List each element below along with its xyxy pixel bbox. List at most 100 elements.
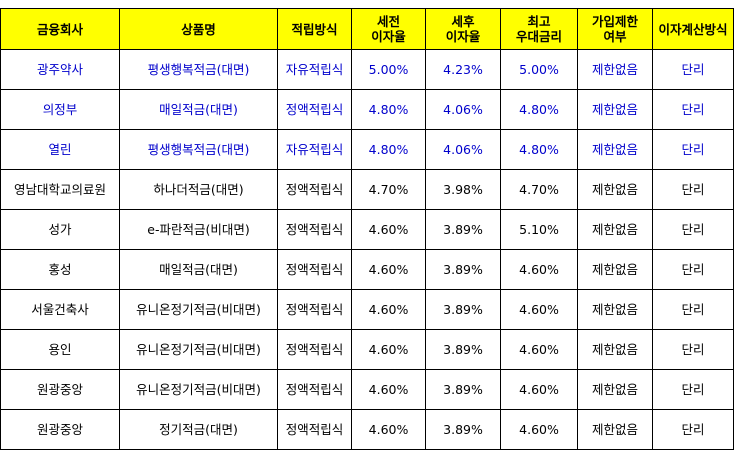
savings-rate-table: 금융회사 상품명 적립방식 세전 이자율 세후 이자율 최고 우대금리 가입제한 여부 … <box>0 8 734 450</box>
cell-restriction[interactable]: 제한없음 <box>577 169 653 210</box>
cell-interest-calc[interactable]: 단리 <box>652 369 734 410</box>
table-row[interactable]: 열린 평생행복적금(대면) 자유적립식 4.80% 4.06% 4.80% 제한없음 단리 <box>0 129 734 170</box>
cell-restriction[interactable]: 제한없음 <box>577 289 653 330</box>
cell-pre-tax[interactable]: 4.60% <box>351 289 426 330</box>
cell-restriction[interactable]: 제한없음 <box>577 129 653 170</box>
cell-company[interactable]: 성가 <box>0 209 120 250</box>
cell-pre-tax[interactable]: 4.60% <box>351 329 426 370</box>
header-row: 금융회사 상품명 적립방식 세전 이자율 세후 이자율 최고 우대금리 가입제한 여부 … <box>0 8 734 50</box>
table-row[interactable]: 서울건축사 유니온정기적금(비대면) 정액적립식 4.60% 3.89% 4.60% 제한없… <box>0 289 734 330</box>
cell-product[interactable]: 평생행복적금(대면) <box>119 129 278 170</box>
cell-interest-calc[interactable]: 단리 <box>652 49 734 90</box>
cell-pre-tax[interactable]: 4.70% <box>351 169 426 210</box>
cell-max-preferential[interactable]: 5.10% <box>500 209 578 250</box>
cell-post-tax[interactable]: 3.89% <box>425 249 501 290</box>
cell-pre-tax[interactable]: 4.60% <box>351 409 426 450</box>
cell-max-preferential[interactable]: 4.60% <box>500 289 578 330</box>
cell-company[interactable]: 홍성 <box>0 249 120 290</box>
cell-product[interactable]: 평생행복적금(대면) <box>119 49 278 90</box>
cell-method[interactable]: 정액적립식 <box>277 249 352 290</box>
cell-interest-calc[interactable]: 단리 <box>652 329 734 370</box>
cell-max-preferential[interactable]: 4.80% <box>500 89 578 130</box>
cell-method[interactable]: 정액적립식 <box>277 289 352 330</box>
cell-product[interactable]: 하나더적금(대면) <box>119 169 278 210</box>
cell-pre-tax[interactable]: 4.60% <box>351 209 426 250</box>
cell-method[interactable]: 정액적립식 <box>277 409 352 450</box>
cell-max-preferential[interactable]: 4.70% <box>500 169 578 210</box>
cell-max-preferential[interactable]: 4.60% <box>500 369 578 410</box>
cell-method[interactable]: 자유적립식 <box>277 129 352 170</box>
table-row[interactable]: 의정부 매일적금(대면) 정액적립식 4.80% 4.06% 4.80% 제한없음 단리 <box>0 89 734 130</box>
cell-company[interactable]: 용인 <box>0 329 120 370</box>
table-row[interactable]: 원광중앙 정기적금(대면) 정액적립식 4.60% 3.89% 4.60% 제한없음 단리 <box>0 409 734 450</box>
cell-company[interactable]: 열린 <box>0 129 120 170</box>
cell-interest-calc[interactable]: 단리 <box>652 409 734 450</box>
table-body: 광주약사 평생행복적금(대면) 자유적립식 5.00% 4.23% 5.00% 제한없음 단리… <box>0 49 734 450</box>
cell-product[interactable]: 유니온정기적금(비대면) <box>119 369 278 410</box>
cell-restriction[interactable]: 제한없음 <box>577 369 653 410</box>
cell-restriction[interactable]: 제한없음 <box>577 249 653 290</box>
cell-max-preferential[interactable]: 5.00% <box>500 49 578 90</box>
cell-restriction[interactable]: 제한없음 <box>577 329 653 370</box>
cell-pre-tax[interactable]: 4.60% <box>351 369 426 410</box>
cell-method[interactable]: 정액적립식 <box>277 209 352 250</box>
table-row[interactable]: 홍성 매일적금(대면) 정액적립식 4.60% 3.89% 4.60% 제한없음 단리 <box>0 249 734 290</box>
cell-post-tax[interactable]: 3.98% <box>425 169 501 210</box>
cell-restriction[interactable]: 제한없음 <box>577 409 653 450</box>
table-row[interactable]: 원광중앙 유니온정기적금(비대면) 정액적립식 4.60% 3.89% 4.60% 제한없음… <box>0 369 734 410</box>
table-row[interactable]: 성가 e-파란적금(비대면) 정액적립식 4.60% 3.89% 5.10% 제한없음 단리 <box>0 209 734 250</box>
cell-post-tax[interactable]: 3.89% <box>425 209 501 250</box>
cell-method[interactable]: 정액적립식 <box>277 89 352 130</box>
cell-interest-calc[interactable]: 단리 <box>652 249 734 290</box>
cell-restriction[interactable]: 제한없음 <box>577 49 653 90</box>
cell-product[interactable]: 매일적금(대면) <box>119 249 278 290</box>
cell-method[interactable]: 정액적립식 <box>277 169 352 210</box>
table-row[interactable]: 용인 유니온정기적금(비대면) 정액적립식 4.60% 3.89% 4.60% 제한없음 단리 <box>0 329 734 370</box>
cell-method[interactable]: 정액적립식 <box>277 369 352 410</box>
header-company: 금융회사 <box>0 8 120 50</box>
cell-post-tax[interactable]: 4.06% <box>425 129 501 170</box>
cell-post-tax[interactable]: 3.89% <box>425 369 501 410</box>
cell-max-preferential[interactable]: 4.80% <box>500 129 578 170</box>
cell-company[interactable]: 서울건축사 <box>0 289 120 330</box>
cell-company[interactable]: 원광중앙 <box>0 369 120 410</box>
cell-company[interactable]: 의정부 <box>0 89 120 130</box>
cell-method[interactable]: 정액적립식 <box>277 329 352 370</box>
cell-post-tax[interactable]: 4.23% <box>425 49 501 90</box>
cell-company[interactable]: 영남대학교의료원 <box>0 169 120 210</box>
cell-max-preferential[interactable]: 4.60% <box>500 409 578 450</box>
cell-pre-tax[interactable]: 5.00% <box>351 49 426 90</box>
table-row[interactable]: 광주약사 평생행복적금(대면) 자유적립식 5.00% 4.23% 5.00% 제한없음 단리 <box>0 49 734 90</box>
cell-interest-calc[interactable]: 단리 <box>652 89 734 130</box>
cell-post-tax[interactable]: 3.89% <box>425 409 501 450</box>
cell-interest-calc[interactable]: 단리 <box>652 169 734 210</box>
table-row[interactable]: 영남대학교의료원 하나더적금(대면) 정액적립식 4.70% 3.98% 4.70% 제한없… <box>0 169 734 210</box>
cell-restriction[interactable]: 제한없음 <box>577 209 653 250</box>
cell-product[interactable]: 유니온정기적금(비대면) <box>119 329 278 370</box>
cell-max-preferential[interactable]: 4.60% <box>500 249 578 290</box>
cell-post-tax[interactable]: 3.89% <box>425 329 501 370</box>
header-pre-tax: 세전 이자율 <box>351 8 426 50</box>
header-post-tax: 세후 이자율 <box>425 8 501 50</box>
cell-pre-tax[interactable]: 4.80% <box>351 89 426 130</box>
header-method: 적립방식 <box>277 8 352 50</box>
cell-company[interactable]: 광주약사 <box>0 49 120 90</box>
cell-company[interactable]: 원광중앙 <box>0 409 120 450</box>
cell-interest-calc[interactable]: 단리 <box>652 209 734 250</box>
cell-post-tax[interactable]: 3.89% <box>425 289 501 330</box>
cell-post-tax[interactable]: 4.06% <box>425 89 501 130</box>
cell-interest-calc[interactable]: 단리 <box>652 129 734 170</box>
cell-interest-calc[interactable]: 단리 <box>652 289 734 330</box>
header-product: 상품명 <box>119 8 278 50</box>
cell-restriction[interactable]: 제한없음 <box>577 89 653 130</box>
cell-product[interactable]: 정기적금(대면) <box>119 409 278 450</box>
cell-product[interactable]: 매일적금(대면) <box>119 89 278 130</box>
cell-product[interactable]: 유니온정기적금(비대면) <box>119 289 278 330</box>
cell-method[interactable]: 자유적립식 <box>277 49 352 90</box>
cell-pre-tax[interactable]: 4.60% <box>351 249 426 290</box>
cell-max-preferential[interactable]: 4.60% <box>500 329 578 370</box>
cell-pre-tax[interactable]: 4.80% <box>351 129 426 170</box>
header-max-preferential: 최고 우대금리 <box>500 8 578 50</box>
cell-product[interactable]: e-파란적금(비대면) <box>119 209 278 250</box>
